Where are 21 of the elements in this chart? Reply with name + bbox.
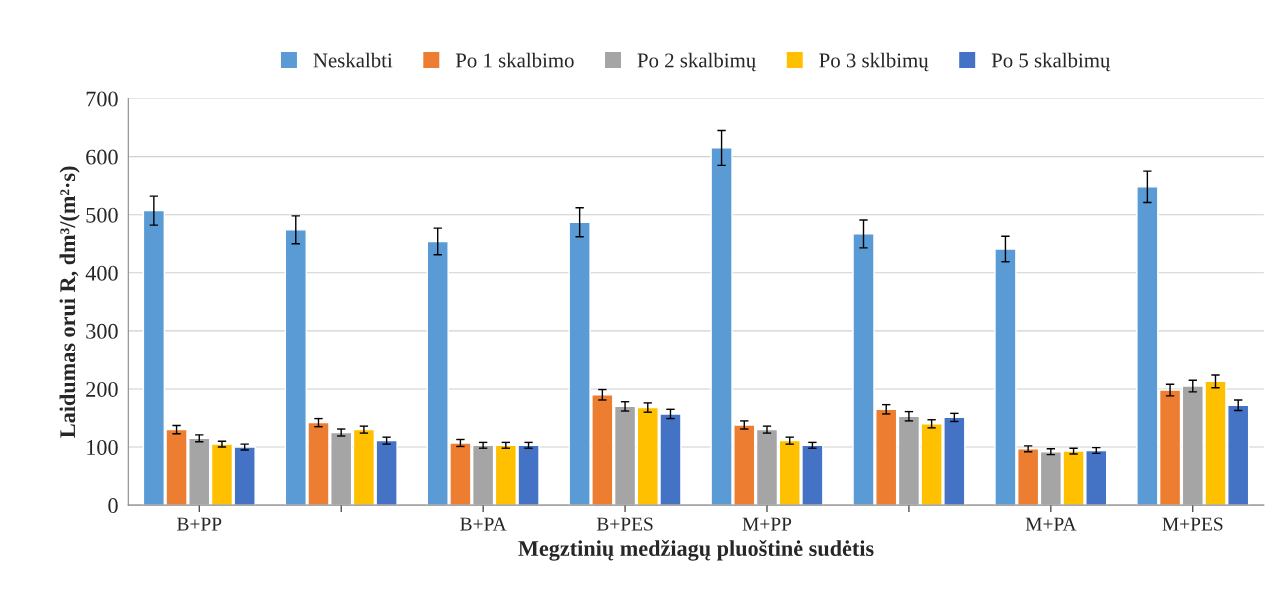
- legend-label: Po 5 skalbimų: [991, 52, 1111, 72]
- x-axis-title: Megztinių medžiagų pluoštinė sudėtis: [518, 540, 874, 561]
- y-tick-label: 600: [86, 149, 118, 165]
- y-tick-label: 500: [86, 207, 118, 223]
- x-tick-label: M+PA: [1025, 517, 1077, 531]
- y-tick-label: 700: [86, 91, 118, 107]
- x-tick-label: M+PES: [1162, 517, 1223, 531]
- y-tick-label: 300: [86, 323, 118, 339]
- x-tick-label: M+PP: [742, 517, 792, 531]
- legend-label: Po 2 skalbimų: [637, 52, 757, 72]
- y-axis-title: Laidumas orui R, dm³/(m²·s): [59, 166, 80, 438]
- y-tick-label: 100: [87, 439, 118, 455]
- x-tick-label: B+PES: [596, 517, 653, 531]
- x-tick-label: B+PA: [460, 517, 507, 531]
- legend-label: Neskalbti: [313, 52, 393, 68]
- y-tick-label: 200: [86, 381, 118, 397]
- x-tick-label: B+PP: [177, 517, 222, 531]
- y-tick-label: 0: [108, 498, 118, 514]
- y-tick-label: 400: [85, 265, 118, 281]
- legend-label: Po 3 sklbimų: [819, 52, 929, 72]
- legend-label: Po 1 skalbimo: [455, 52, 574, 68]
